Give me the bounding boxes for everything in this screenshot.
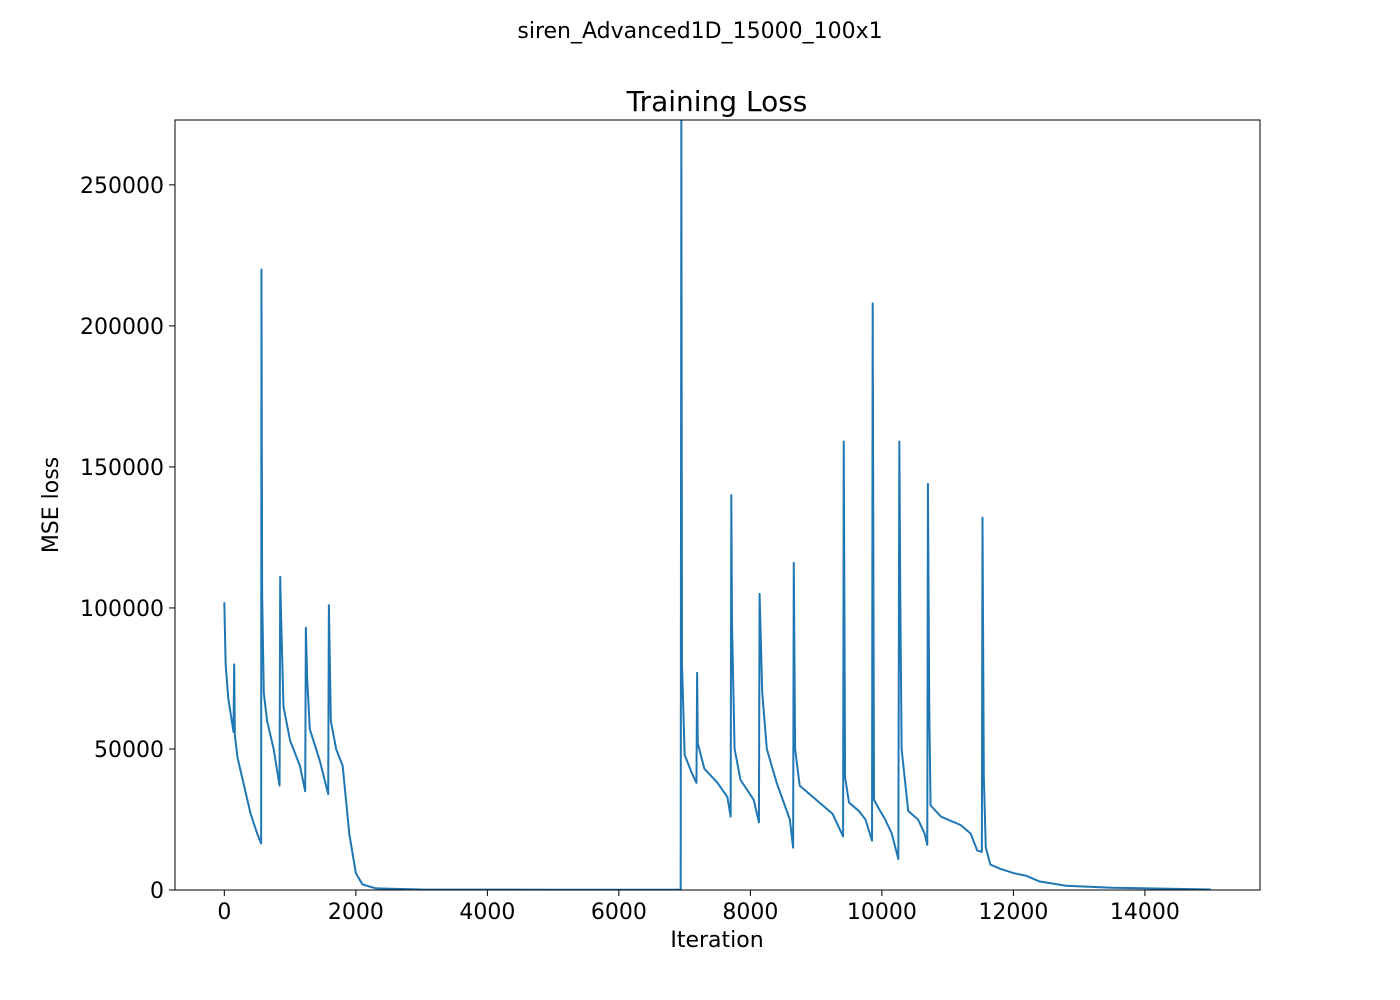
y-tick-label: 50000: [94, 738, 164, 763]
y-tick-label: 0: [150, 879, 164, 904]
plot-frame: [174, 119, 1261, 891]
x-tick-label: 6000: [591, 900, 647, 925]
x-tick-label: 0: [217, 900, 231, 925]
data-line: [223, 120, 1211, 890]
x-tick-label: 2000: [328, 900, 384, 925]
x-tick-label: 10000: [847, 900, 917, 925]
y-tick-label: 100000: [80, 597, 164, 622]
y-axis-label: MSE loss: [39, 457, 64, 553]
chart-title: Training Loss: [626, 85, 808, 118]
x-tick-label: 12000: [978, 900, 1048, 925]
x-tick-label: 14000: [1110, 900, 1180, 925]
x-tick-label: 8000: [722, 900, 778, 925]
x-axis-label: Iteration: [670, 928, 763, 953]
y-tick-label: 150000: [80, 456, 164, 481]
y-tick-label: 200000: [80, 315, 164, 340]
suptitle: siren_Advanced1D_15000_100x1: [517, 19, 882, 44]
x-tick-label: 4000: [459, 900, 515, 925]
y-tick-label: 250000: [80, 174, 164, 199]
